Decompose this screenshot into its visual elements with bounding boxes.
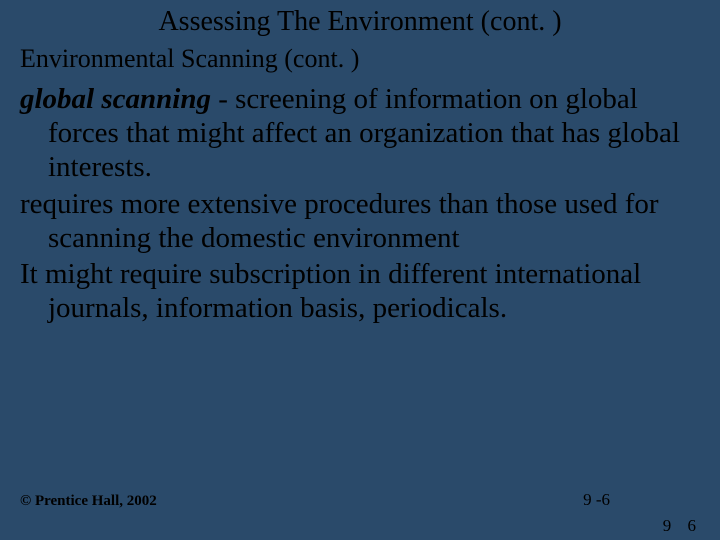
slide-body: global scanning - screening of informati… [0, 74, 720, 326]
defined-term: global scanning [20, 83, 211, 115]
body-paragraph: It might require subscription in differe… [20, 257, 700, 325]
paragraph-text: It might require subscription in differe… [20, 258, 641, 324]
body-paragraph: global scanning - screening of informati… [20, 82, 700, 185]
footer-page-ref: 9 6 [663, 516, 702, 536]
slide-subtitle: Environmental Scanning (cont. ) [0, 40, 720, 74]
slide: Assessing The Environment (cont. ) Envir… [0, 0, 720, 540]
footer-copyright: © Prentice Hall, 2002 [20, 493, 157, 510]
body-paragraph: requires more extensive procedures than … [20, 187, 700, 255]
slide-title: Assessing The Environment (cont. ) [0, 0, 720, 40]
footer-slide-ref: 9 -6 [583, 490, 610, 510]
paragraph-text: requires more extensive procedures than … [20, 188, 659, 254]
